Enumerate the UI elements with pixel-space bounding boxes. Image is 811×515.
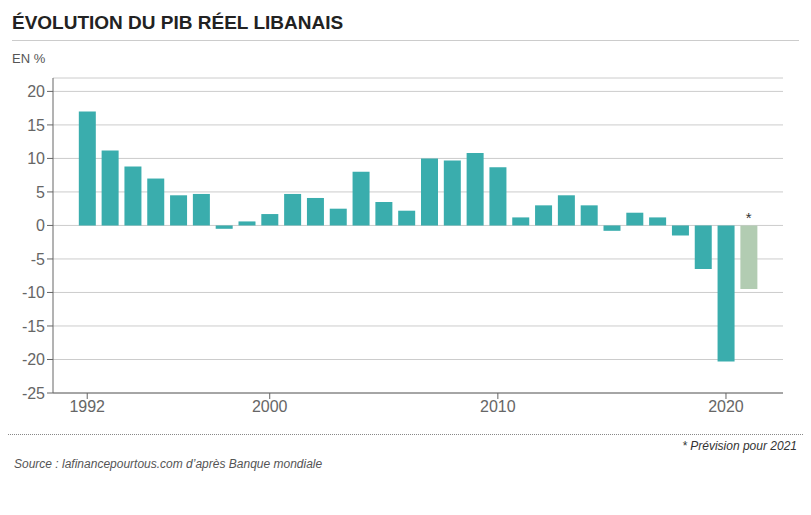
svg-text:-20: -20 [22, 351, 45, 368]
svg-text:*: * [746, 209, 752, 226]
svg-text:-10: -10 [22, 284, 45, 301]
html-text:* Prévision pour 2021: * Prévision pour 2021 [682, 439, 797, 453]
svg-text:1992: 1992 [69, 398, 105, 415]
svg-text:20: 20 [27, 83, 45, 100]
svg-text:15: 15 [27, 117, 45, 134]
html-text:EN %: EN % [12, 51, 46, 66]
svg-text:-25: -25 [22, 385, 45, 402]
svg-text:5: 5 [36, 184, 45, 201]
svg-text:2010: 2010 [480, 398, 516, 415]
svg-text:0: 0 [36, 217, 45, 234]
svg-text:10: 10 [27, 150, 45, 167]
svg-text:2020: 2020 [708, 398, 744, 415]
svg-text:2000: 2000 [252, 398, 288, 415]
svg-text:-5: -5 [31, 251, 45, 268]
html-text:ÉVOLUTION DU PIB RÉEL LIBANAIS: ÉVOLUTION DU PIB RÉEL LIBANAIS [12, 12, 344, 33]
svg-text:-15: -15 [22, 318, 45, 335]
html-text:Source : lafinancepourtous.com: Source : lafinancepourtous.com d’après B… [14, 457, 323, 471]
